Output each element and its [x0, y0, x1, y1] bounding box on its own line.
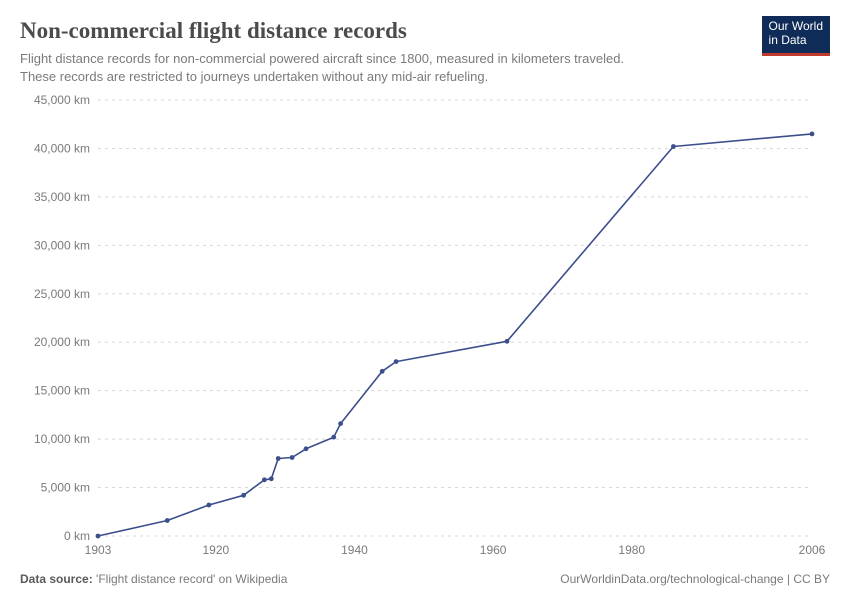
logo-line2: in Data: [769, 33, 807, 47]
source-label: Data source:: [20, 572, 93, 586]
owid-logo: Our World in Data: [762, 16, 830, 56]
chart-header: Our World in Data Non-commercial flight …: [20, 18, 830, 94]
logo-line1: Our World: [769, 19, 823, 33]
svg-text:0 km: 0 km: [64, 529, 90, 543]
svg-text:1960: 1960: [480, 543, 507, 557]
svg-text:1903: 1903: [85, 543, 112, 557]
svg-text:25,000 km: 25,000 km: [34, 287, 90, 301]
svg-text:1940: 1940: [341, 543, 368, 557]
svg-text:45,000 km: 45,000 km: [34, 94, 90, 107]
svg-text:20,000 km: 20,000 km: [34, 336, 90, 350]
svg-text:15,000 km: 15,000 km: [34, 384, 90, 398]
svg-text:10,000 km: 10,000 km: [34, 432, 90, 446]
svg-text:1980: 1980: [618, 543, 645, 557]
svg-text:2006: 2006: [799, 543, 826, 557]
chart-subtitle: Flight distance records for non-commerci…: [20, 50, 660, 86]
svg-text:1920: 1920: [202, 543, 229, 557]
svg-text:40,000 km: 40,000 km: [34, 142, 90, 156]
svg-text:5,000 km: 5,000 km: [41, 481, 90, 495]
svg-text:30,000 km: 30,000 km: [34, 239, 90, 253]
svg-text:35,000 km: 35,000 km: [34, 190, 90, 204]
data-source: Data source: 'Flight distance record' on…: [20, 572, 287, 586]
line-chart: 0 km 5,000 km 10,000 km 15,000 km 20,000 km 2…: [20, 94, 830, 564]
chart-title: Non-commercial flight distance records: [20, 18, 830, 44]
source-text: 'Flight distance record' on Wikipedia: [96, 572, 287, 586]
attribution: OurWorldinData.org/technological-change …: [560, 572, 830, 586]
chart-plot-area: 0 km 5,000 km 10,000 km 15,000 km 20,000 km 2…: [20, 94, 830, 566]
chart-footer: Data source: 'Flight distance record' on…: [20, 566, 830, 586]
